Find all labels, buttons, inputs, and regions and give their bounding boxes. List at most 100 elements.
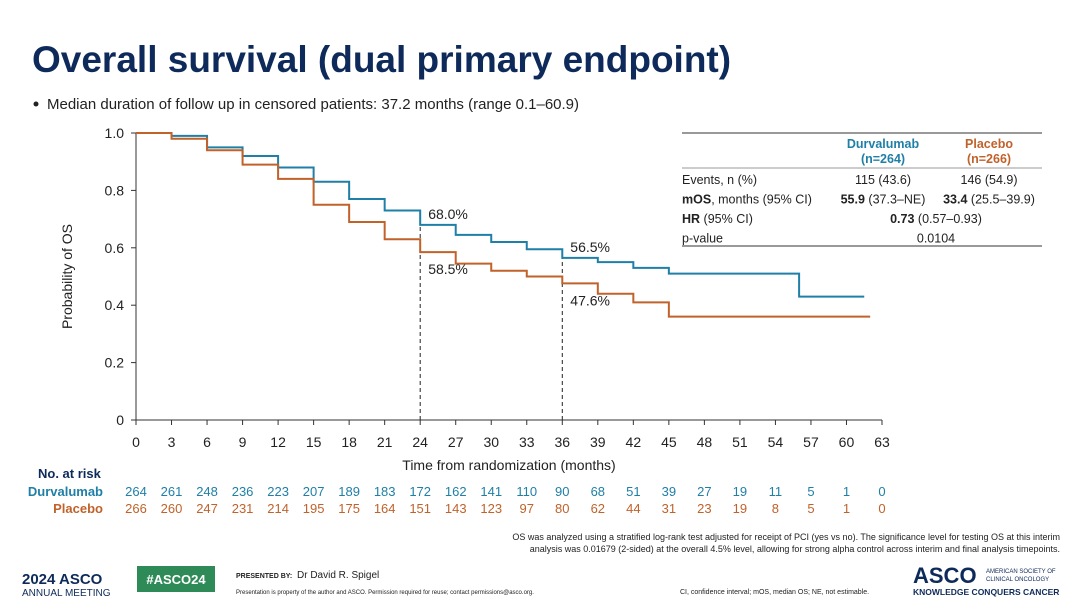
cell-part: HR <box>682 212 700 226</box>
x-tick-label: 63 <box>874 434 890 450</box>
risk-count: 97 <box>520 501 534 516</box>
cell-part: (95% CI) <box>700 212 753 226</box>
table-cell: mOS, months (95% CI) <box>682 193 812 207</box>
x-tick-label: 24 <box>412 434 428 450</box>
risk-count: 80 <box>555 501 569 516</box>
abbreviations: CI, confidence interval; mOS, median OS;… <box>680 589 869 596</box>
logo-line: AMERICAN SOCIETY OF <box>986 569 1056 575</box>
table-cell: 0.0104 <box>917 232 955 246</box>
risk-count: 143 <box>445 501 467 516</box>
cell-part: p-value <box>682 232 723 246</box>
presented-by: PRESENTED BY: <box>236 573 292 580</box>
x-tick-label: 33 <box>519 434 535 450</box>
y-tick-label: 0.8 <box>105 182 125 198</box>
y-tick-label: 0 <box>116 412 124 428</box>
x-tick-label: 48 <box>697 434 713 450</box>
table-header: Placebo <box>965 137 1013 151</box>
y-tick-label: 0.4 <box>105 297 125 313</box>
risk-count: 44 <box>626 501 640 516</box>
presenter: Dr David R. Spigel <box>297 570 379 581</box>
cell-part: 55.9 <box>841 193 865 207</box>
annotation: 47.6% <box>570 292 610 308</box>
footnote: OS was analyzed using a stratified log-r… <box>512 532 1060 542</box>
tagline: KNOWLEDGE CONQUERS CANCER <box>913 587 1059 597</box>
table-cell: HR (95% CI) <box>682 212 753 226</box>
cell-part: 146 (54.9) <box>961 173 1018 187</box>
y-axis-label: Probability of OS <box>59 224 75 329</box>
risk-count: 260 <box>161 501 183 516</box>
hashtag-box <box>137 566 215 592</box>
y-tick-label: 0.2 <box>105 355 125 371</box>
x-tick-label: 21 <box>377 434 393 450</box>
x-tick-label: 9 <box>239 434 247 450</box>
risk-row-name: Durvalumab <box>28 484 103 499</box>
risk-count: 1 <box>843 501 850 516</box>
disclaimer: Presentation is property of the author a… <box>236 590 534 596</box>
risk-count: 223 <box>267 484 289 499</box>
meeting-year: 2024 ASCO <box>22 571 103 588</box>
table-header: (n=266) <box>967 152 1011 166</box>
risk-count: 264 <box>125 484 147 499</box>
risk-count: 175 <box>338 501 360 516</box>
cell-part: 115 (43.6) <box>855 173 911 187</box>
risk-count: 214 <box>267 501 289 516</box>
risk-count: 164 <box>374 501 396 516</box>
risk-count: 68 <box>591 484 605 499</box>
x-tick-label: 60 <box>839 434 855 450</box>
risk-count: 207 <box>303 484 325 499</box>
risk-count: 5 <box>807 501 814 516</box>
risk-count: 247 <box>196 501 218 516</box>
table-cell: 115 (43.6) <box>855 173 911 187</box>
x-tick-label: 12 <box>270 434 286 450</box>
cell-part: 0.73 <box>890 212 914 226</box>
risk-count: 19 <box>733 484 747 499</box>
risk-count: 90 <box>555 484 569 499</box>
slide-title: Overall survival (dual primary endpoint) <box>32 39 731 80</box>
risk-count: 162 <box>445 484 467 499</box>
risk-count: 110 <box>516 484 537 499</box>
risk-count: 183 <box>374 484 396 499</box>
y-tick-label: 1.0 <box>105 125 125 141</box>
risk-count: 189 <box>338 484 360 499</box>
x-tick-label: 27 <box>448 434 464 450</box>
cell-part: (25.5–39.9) <box>967 193 1034 207</box>
logo-line: CLINICAL ONCOLOGY <box>986 577 1049 583</box>
risk-count: 123 <box>480 501 502 516</box>
risk-count: 27 <box>697 484 711 499</box>
cell-part: 0.0104 <box>917 232 955 246</box>
footnote: analysis was 0.01679 (2-sided) at the ov… <box>530 544 1060 554</box>
risk-count: 195 <box>303 501 325 516</box>
risk-count: 31 <box>662 501 676 516</box>
x-tick-label: 3 <box>168 434 176 450</box>
x-tick-label: 45 <box>661 434 677 450</box>
x-tick-label: 57 <box>803 434 819 450</box>
x-tick-label: 30 <box>483 434 499 450</box>
risk-count: 261 <box>161 484 183 499</box>
x-tick-label: 39 <box>590 434 606 450</box>
risk-count: 23 <box>697 501 711 516</box>
table-cell: 55.9 (37.3–NE) <box>841 193 926 207</box>
x-tick-label: 51 <box>732 434 748 450</box>
risk-count: 266 <box>125 501 147 516</box>
cell-part: mOS <box>682 193 711 207</box>
risk-count: 0 <box>878 501 885 516</box>
table-cell: 0.73 (0.57–0.93) <box>890 212 982 226</box>
meeting-name: ANNUAL MEETING <box>22 588 111 599</box>
annotation: 56.5% <box>570 239 610 255</box>
survival-curve <box>136 132 871 318</box>
x-tick-label: 15 <box>306 434 322 450</box>
x-tick-label: 54 <box>768 434 784 450</box>
risk-count: 39 <box>662 484 676 499</box>
x-tick-label: 18 <box>341 434 357 450</box>
risk-count: 8 <box>772 501 779 516</box>
annotation: 68.0% <box>428 206 468 222</box>
risk-count: 248 <box>196 484 218 499</box>
cell-part: Events, n (%) <box>682 173 757 187</box>
bullet-dot <box>33 101 39 107</box>
risk-count: 62 <box>591 501 605 516</box>
risk-count: 0 <box>878 484 885 499</box>
table-cell: 146 (54.9) <box>961 173 1018 187</box>
bullet-text: Median duration of follow up in censored… <box>47 96 579 113</box>
